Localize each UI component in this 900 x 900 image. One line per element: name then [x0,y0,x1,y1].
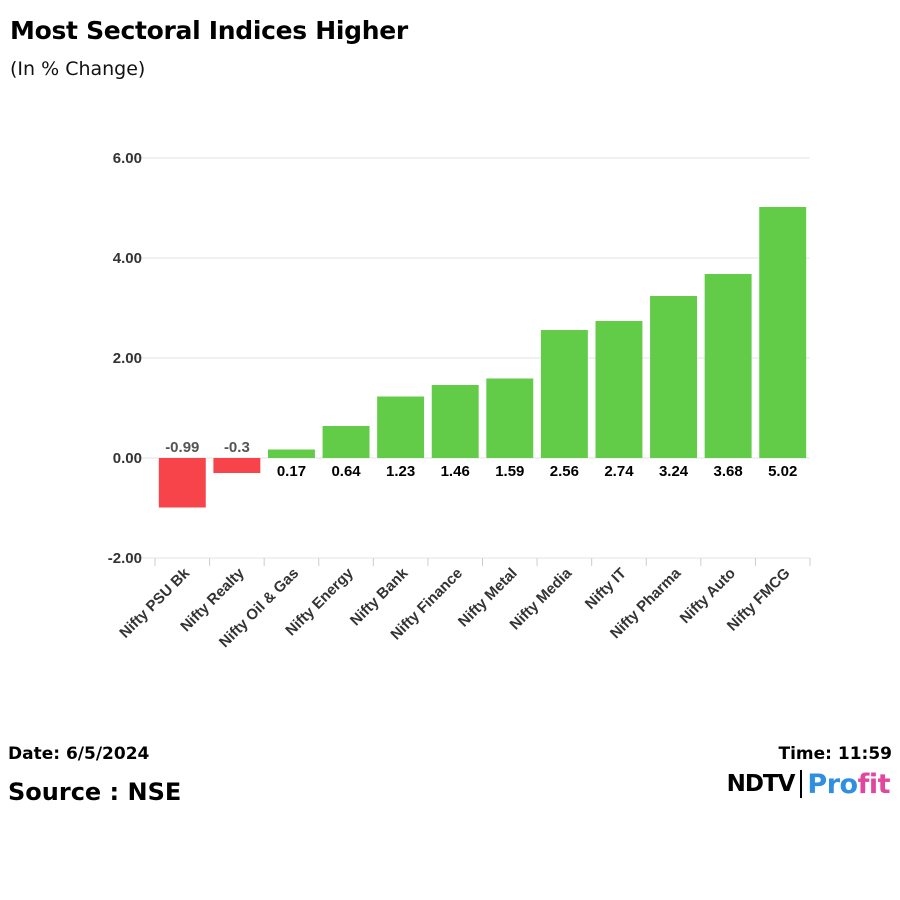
data-label: 5.02 [768,463,797,480]
x-tick-label: Nifty IT [582,565,630,613]
bar [377,396,425,458]
y-tick-label: -2.00 [108,550,142,567]
data-label: -0.99 [165,439,199,456]
bar [595,321,643,458]
bar-chart: -2.00 0.00 2.00 4.00 6.00 -0.99 Nifty PSU Bk -0… [108,150,811,651]
data-label: 3.24 [659,463,689,480]
data-label: 1.46 [441,463,470,480]
bar [650,296,698,458]
data-label: 3.68 [714,463,743,480]
date-label: Date: 6/5/2024 [8,744,150,764]
x-tick-label: Nifty PSU Bk [116,564,193,641]
bar [158,458,206,508]
bar [267,449,315,458]
chart-title: Most Sectoral Indices Higher [10,16,408,45]
bar [213,458,261,473]
bar [704,274,752,458]
data-label: 2.74 [604,463,634,480]
logo-ndtv-text: NDTV [726,771,796,797]
bar [759,207,807,458]
bar [431,385,479,458]
data-label: 1.59 [495,463,524,480]
ndtv-profit-logo: NDTV Profit [726,767,891,801]
logo-separator [800,770,803,798]
data-label: 2.56 [550,463,579,480]
chart-subtitle: (In % Change) [10,58,146,80]
source-label: Source : NSE [8,778,182,806]
y-tick-label: 4.00 [113,250,142,267]
data-label: 0.17 [277,463,306,480]
y-tick-label: 6.00 [113,150,142,167]
bar [540,330,588,458]
bar [486,378,534,458]
data-label: 1.23 [386,463,415,480]
time-label: Time: 11:59 [778,744,893,764]
y-tick-label: 0.00 [113,450,142,467]
logo-profit-text: Profit [807,768,890,800]
bar [322,426,370,458]
data-label: -0.3 [224,439,250,456]
y-tick-label: 2.00 [113,350,142,367]
data-label: 0.64 [331,463,361,480]
